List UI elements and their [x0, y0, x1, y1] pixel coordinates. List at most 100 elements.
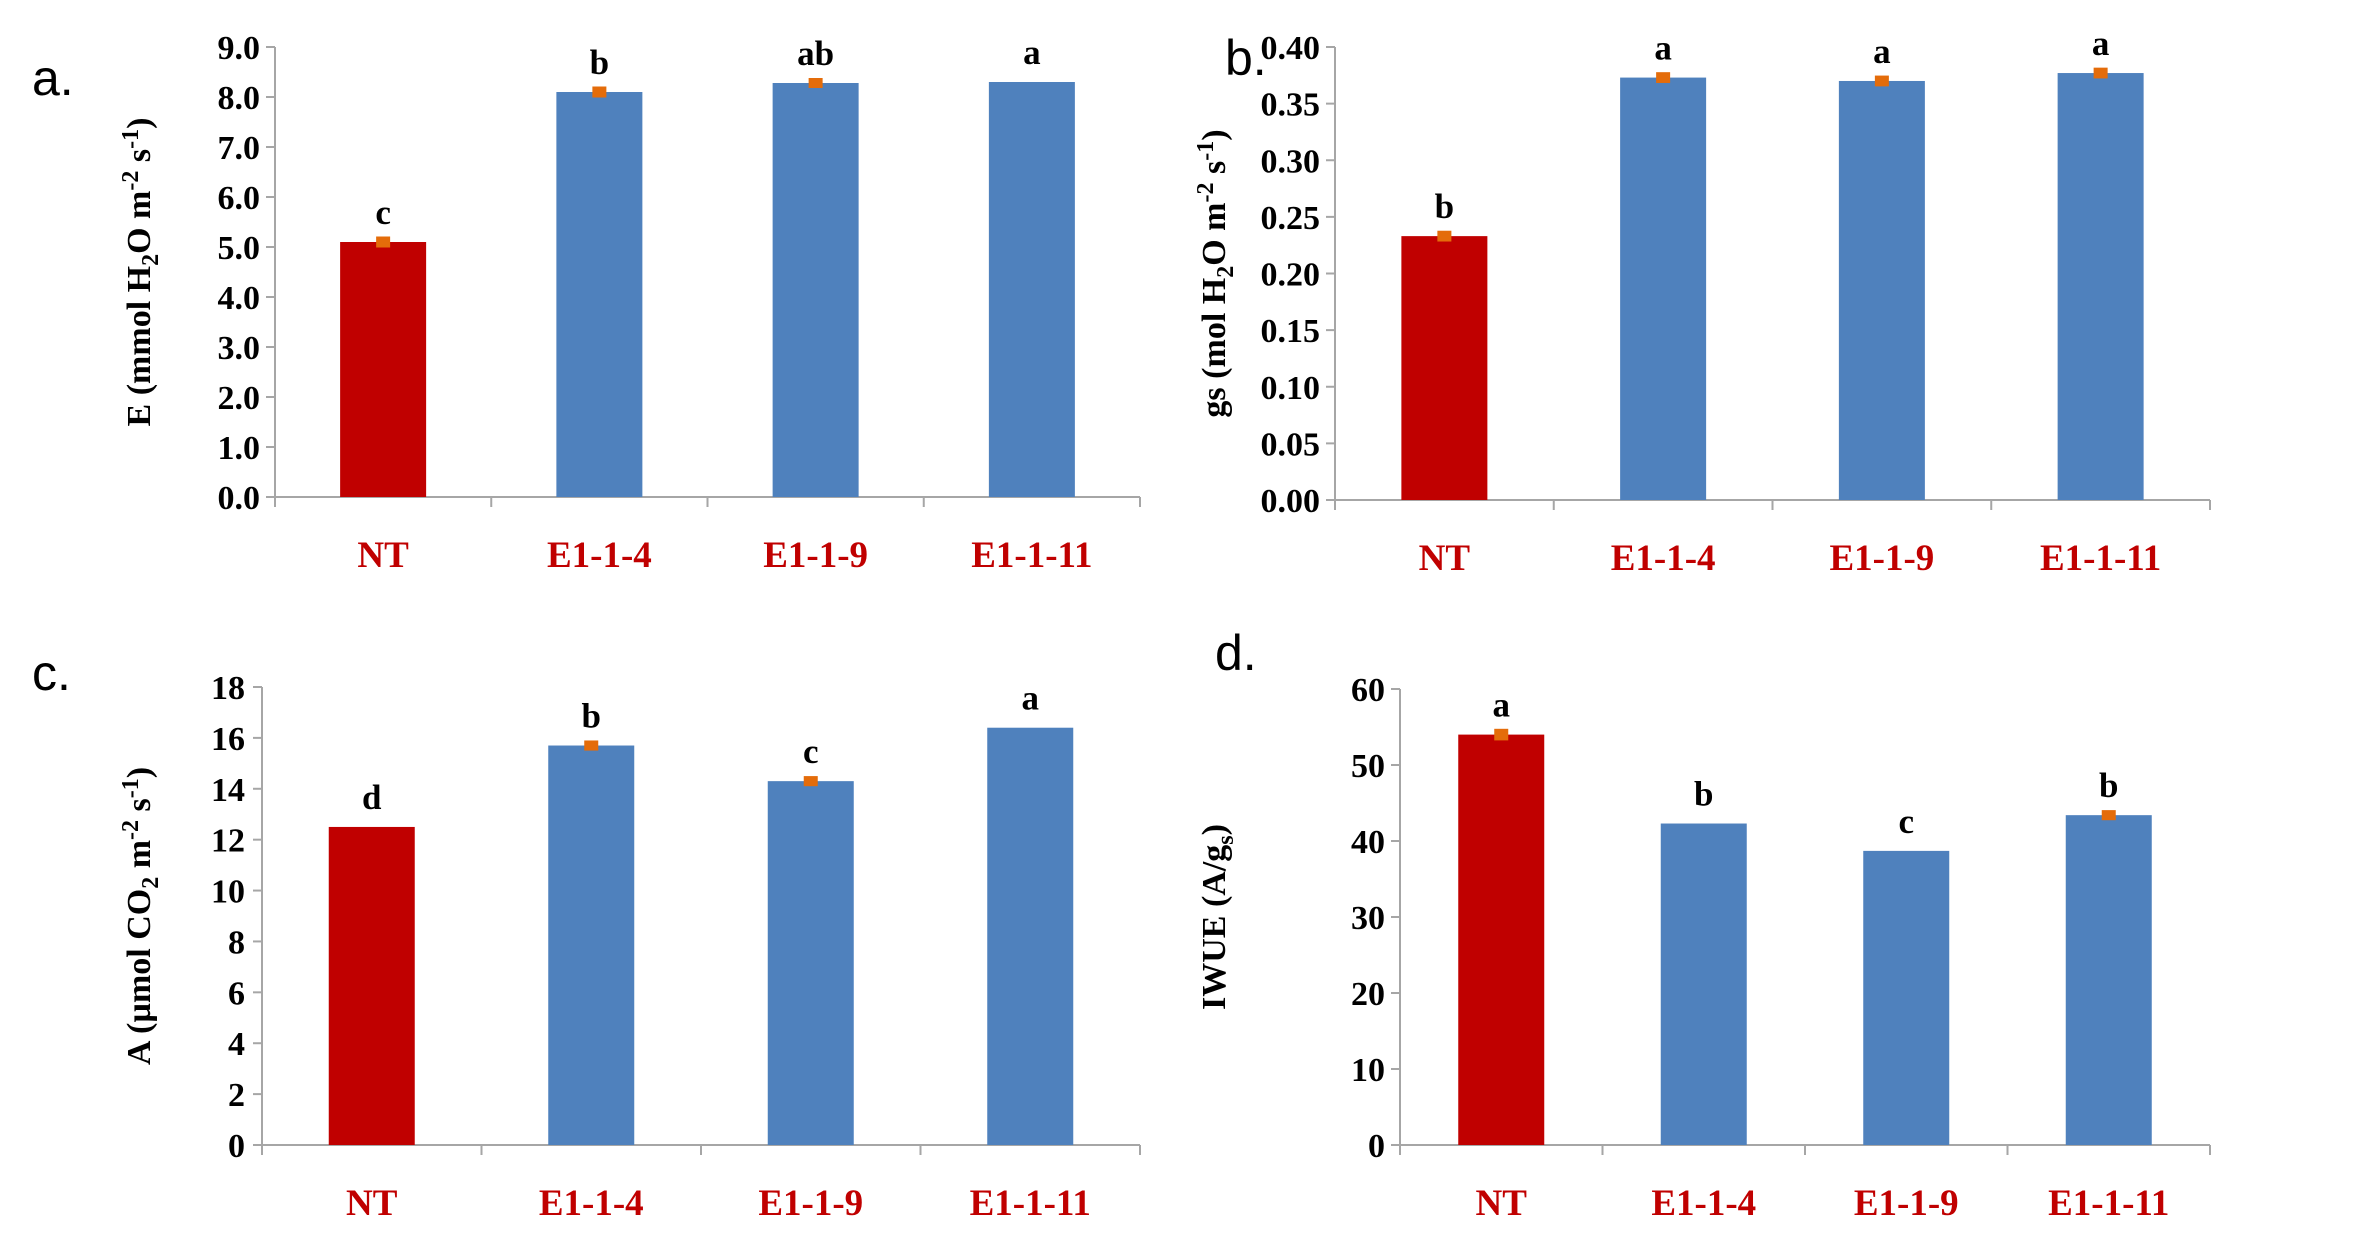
y-tick-label: 30 [1351, 900, 1385, 937]
chart-panel-b: b. 0.00 0.05 0.10 0.15 0.20 0.25 0.30 0.35 0.40 b N… [1193, 24, 2211, 579]
y-tick-label: 50 [1351, 748, 1385, 785]
significance-label: c [375, 193, 391, 232]
y-tick-label: 0.0 [218, 480, 261, 517]
y-axis-title-part: s [1213, 835, 1239, 844]
y-axis-title-part: ) [121, 767, 158, 778]
y-axis-title-part: s [1196, 161, 1233, 183]
y-axis-title-part: -1 [118, 778, 144, 798]
y-tick-label: 20 [1351, 976, 1385, 1013]
bar [1838, 80, 1925, 500]
significance-label: c [803, 732, 819, 771]
significance-label: ab [797, 34, 834, 73]
bar [772, 83, 859, 497]
x-category-label: E1-1-9 [1829, 538, 1934, 579]
y-axis-title: IWUE (A/gs) [1196, 824, 1239, 1010]
y-tick-label: 0 [1368, 1128, 1385, 1165]
significance-label: a [1022, 679, 1040, 718]
y-tick-label: 6.0 [218, 180, 261, 217]
y-tick-label: 0.40 [1261, 30, 1321, 67]
y-axis-title-part: A (µmol CO [121, 889, 158, 1065]
x-category-label: NT [346, 1183, 398, 1224]
y-tick-label: 4.0 [218, 280, 261, 317]
bar [2057, 73, 2144, 501]
y-tick-label: 0.15 [1261, 313, 1321, 350]
error-bar-cap [584, 740, 599, 751]
significance-label: a [1873, 32, 1891, 71]
y-tick-label: 6 [228, 975, 245, 1012]
panel-label: d. [1215, 625, 1257, 681]
error-bar-cap [1437, 230, 1452, 242]
y-tick-label: 9.0 [218, 30, 261, 67]
y-tick-label: 0.25 [1261, 200, 1321, 237]
x-category-label: E1-1-9 [1854, 1183, 1959, 1224]
bar [987, 727, 1074, 1145]
y-tick-label: 16 [211, 721, 245, 758]
bar [340, 242, 427, 497]
y-tick-label: 5.0 [218, 230, 261, 267]
bar [767, 781, 854, 1145]
y-tick-label: 8.0 [218, 80, 261, 117]
y-tick-label: 2.0 [218, 380, 261, 417]
bar [988, 82, 1075, 497]
y-axis-title-part: gs (mol H [1196, 278, 1233, 418]
y-tick-label: 18 [211, 670, 245, 707]
y-axis-title: A (µmol CO2 m-2 s-1) [118, 767, 164, 1065]
error-bar-cap [376, 236, 391, 248]
y-axis-title-part: -1 [118, 129, 144, 149]
y-axis-title-part: O m [1196, 203, 1233, 266]
x-category-label: E1-1-4 [547, 535, 652, 576]
bar [328, 826, 415, 1145]
significance-label: a [1023, 33, 1041, 72]
y-tick-label: 0.30 [1261, 143, 1321, 180]
bar [556, 92, 643, 497]
significance-label: b [590, 43, 609, 82]
bar [1401, 236, 1488, 500]
y-axis-title-part: E (mmol H [121, 266, 158, 427]
y-tick-label: 0 [228, 1128, 245, 1165]
y-tick-label: 0.05 [1261, 426, 1321, 463]
error-bar-cap [592, 86, 607, 98]
y-axis-title-part: -2 [118, 171, 144, 191]
x-category-label: E1-1-4 [1651, 1183, 1756, 1224]
y-axis-title-part: ) [121, 118, 158, 129]
y-axis-title-part: O m [121, 191, 158, 254]
bar [2065, 815, 2152, 1145]
y-tick-label: 7.0 [218, 130, 261, 167]
y-tick-label: 0.35 [1261, 87, 1321, 124]
error-bar-cap [1874, 75, 1889, 87]
bar [1660, 823, 1747, 1145]
significance-label: b [1435, 187, 1454, 226]
error-bar-cap [1494, 728, 1509, 741]
x-category-label: NT [1476, 1183, 1528, 1224]
significance-label: c [1898, 802, 1914, 841]
x-category-label: E1-1-11 [2048, 1183, 2169, 1224]
y-axis-title-part: m [121, 840, 158, 877]
y-axis-title-part: s [121, 798, 158, 820]
y-axis-title-part: -2 [118, 820, 144, 840]
y-tick-label: 0.10 [1261, 370, 1321, 407]
error-bar-cap [2093, 67, 2108, 79]
chart-panel-a: a. 0.0 1.0 2.0 3.0 4.0 5.0 6.0 7.0 8.0 9.0 c NT b E1-1… [32, 30, 1141, 576]
y-tick-label: 60 [1351, 672, 1385, 709]
panel-label: b. [1225, 30, 1267, 86]
y-axis-title-part: 2 [138, 254, 164, 266]
bar [1458, 734, 1545, 1145]
x-category-label: E1-1-4 [539, 1183, 644, 1224]
y-tick-label: 8 [228, 924, 245, 961]
chart-panel-c: c. 0 2 4 6 8 10 12 14 16 18 d NT b E1-1-4 c E1-1-9 a E1-1-… [32, 645, 1141, 1224]
x-category-label: E1-1-9 [763, 535, 868, 576]
y-tick-label: 1.0 [218, 430, 261, 467]
x-category-label: NT [357, 535, 409, 576]
x-category-label: E1-1-11 [2040, 538, 2161, 579]
y-tick-label: 0.20 [1261, 257, 1321, 294]
y-tick-label: 40 [1351, 824, 1385, 861]
error-bar-cap [803, 776, 818, 787]
y-tick-label: 0.00 [1261, 483, 1321, 520]
y-tick-label: 10 [211, 874, 245, 911]
y-axis-title-part: -2 [1193, 183, 1219, 203]
y-tick-label: 3.0 [218, 330, 261, 367]
bar [1620, 77, 1707, 500]
y-tick-label: 12 [211, 823, 245, 860]
significance-label: a [1493, 686, 1511, 725]
y-axis-title-part: 2 [138, 877, 164, 889]
